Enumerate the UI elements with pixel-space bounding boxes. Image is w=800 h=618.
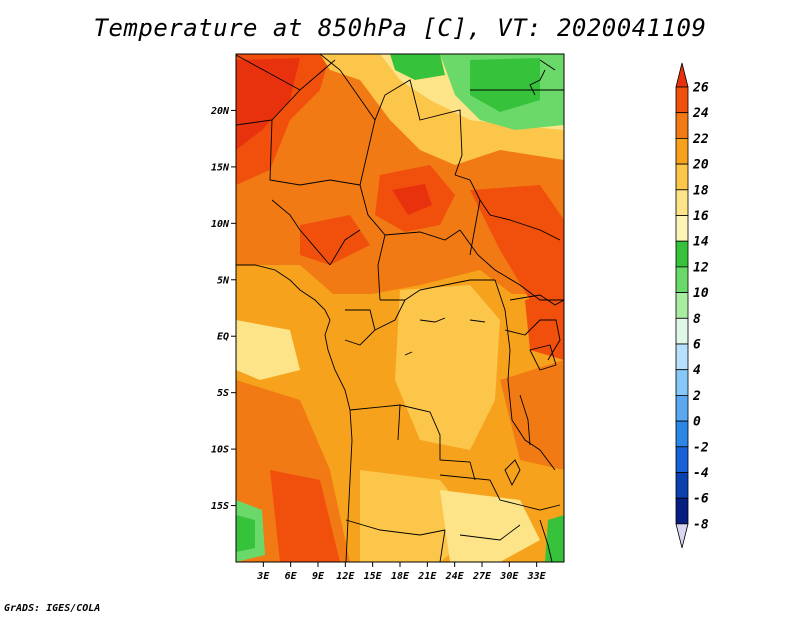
colorbar-swatch: [675, 240, 689, 268]
colorbar-label: 0: [693, 415, 701, 430]
colorbar-swatch: [675, 446, 689, 473]
colorbar-label: 16: [693, 209, 709, 224]
lon-tick-label: 33E: [527, 571, 547, 582]
colorbar-swatch: [675, 317, 689, 345]
colorbar-swatch: [675, 292, 689, 319]
lon-tick-label: 27E: [472, 571, 492, 582]
colorbar-swatch: [675, 215, 689, 242]
lon-tick-label: 3E: [256, 571, 270, 582]
country-borders: [236, 54, 564, 562]
longitude-axis: 3E 6E 9E 12E 15E 18E 21E 24E 27E 30E 33E: [256, 562, 547, 582]
lat-tick-label: 10S: [211, 445, 229, 456]
lat-tick-label: 20N: [210, 106, 230, 117]
colorbar-swatch: [675, 369, 689, 396]
lon-tick-label: 21E: [417, 571, 437, 582]
temperature-field: [236, 54, 564, 562]
colorbar-label: 26: [692, 81, 709, 96]
lon-tick-label: 6E: [285, 571, 298, 582]
colorbar-label: 22: [692, 132, 709, 147]
colorbar-top-arrow: [675, 62, 689, 88]
footer-credit: GrADS: IGES/COLA: [4, 603, 101, 614]
lon-tick-label: 24E: [445, 571, 465, 582]
colorbar-label: 6: [693, 338, 701, 353]
colorbar-swatch: [675, 497, 689, 525]
colorbar-swatch: [675, 343, 689, 371]
colorbar-label: 8: [693, 312, 701, 327]
lon-tick-label: 15E: [364, 571, 383, 582]
latitude-axis: 20N 15N 10N 5N EQ 5S 10S 15S: [210, 106, 236, 512]
colorbar-label: 10: [693, 286, 709, 301]
lat-tick-label: EQ: [217, 332, 229, 343]
lon-tick-label: 30E: [499, 571, 519, 582]
colorbar-label: 20: [692, 158, 709, 173]
colorbar-swatch: [675, 472, 689, 499]
lon-tick-label: 18E: [391, 571, 410, 582]
colorbar-label: -6: [693, 492, 709, 507]
colorbar-label: -4: [693, 466, 709, 481]
lon-tick-label: 9E: [312, 571, 325, 582]
colorbar-swatch: [675, 112, 689, 139]
colorbar-label: 24: [692, 106, 709, 121]
colorbar-label: -8: [693, 517, 709, 532]
colorbar-swatch: [675, 163, 689, 191]
colorbar-swatch: [675, 266, 689, 293]
colorbar-label: 2: [692, 389, 701, 404]
colorbar-swatch: [675, 137, 689, 165]
colorbar-swatch: [675, 189, 689, 216]
colorbar-label: 4: [693, 363, 701, 378]
map-title: Temperature at 850hPa [C], VT: 202004110…: [93, 14, 707, 42]
lat-tick-label: 5S: [217, 388, 229, 399]
lat-tick-label: 15N: [211, 162, 230, 173]
lat-tick-label: 15S: [211, 501, 229, 512]
colorbar-label: 14: [693, 235, 709, 250]
colorbar-label: 12: [693, 260, 709, 275]
colorbar-swatch: [675, 86, 689, 114]
colorbar-swatch: [675, 420, 689, 448]
colorbar-bottom-arrow: [675, 523, 689, 548]
colorbar-label: 18: [693, 183, 709, 198]
lon-tick-label: 12E: [336, 571, 355, 582]
colorbar-label: -2: [693, 440, 709, 455]
colorbar-swatch: [675, 394, 689, 422]
lat-tick-label: 10N: [211, 219, 230, 230]
lat-tick-label: 5N: [217, 275, 230, 286]
